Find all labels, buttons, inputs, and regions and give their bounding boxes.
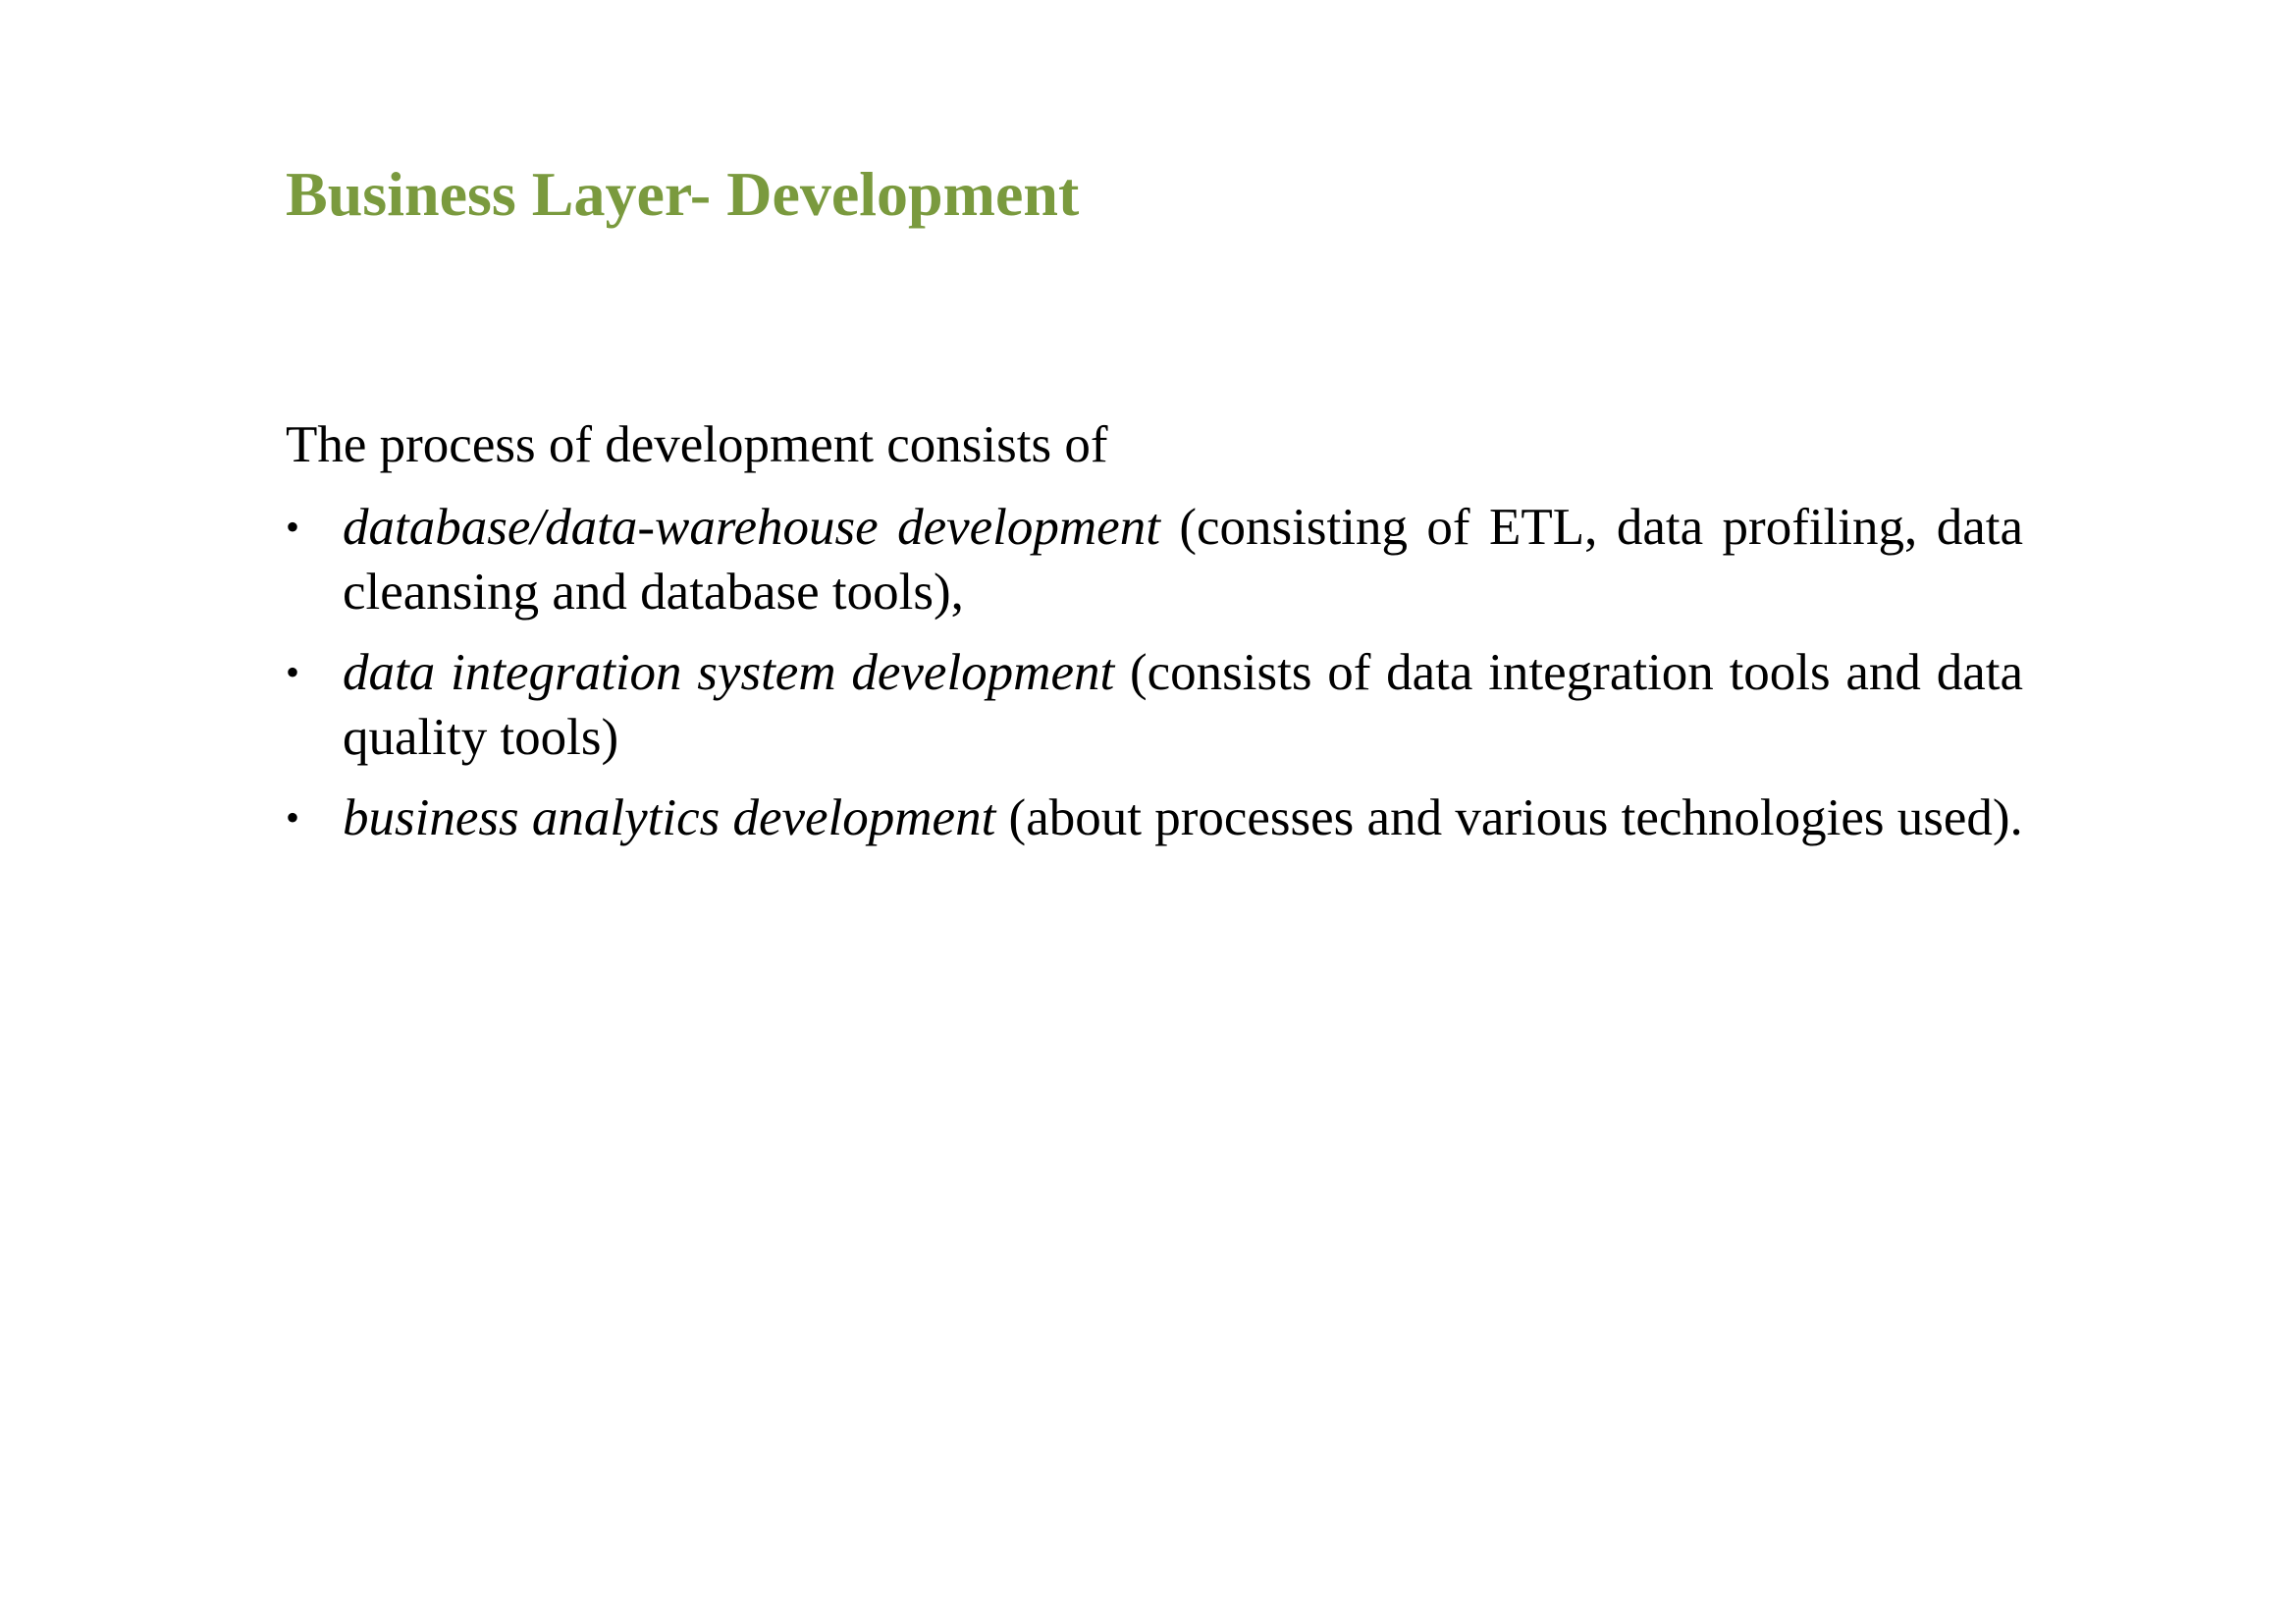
bullet-term: data integration system development xyxy=(343,644,1115,701)
bullet-detail: (about processes and various technologie… xyxy=(995,789,2023,846)
list-item: • business analytics development (about … xyxy=(286,785,2023,850)
bullet-detail: (consisting of ETL, data profiling, data… xyxy=(343,499,2023,621)
intro-text: The process of development consists of xyxy=(286,416,1108,473)
bullet-icon: • xyxy=(286,505,300,549)
list-item: • data integration system development (c… xyxy=(286,640,2023,770)
list-item: • database/data-warehouse development (c… xyxy=(286,495,2023,624)
bullet-term: business analytics development xyxy=(343,789,996,846)
bullet-icon: • xyxy=(286,650,300,694)
slide-title: Business Layer- Development xyxy=(286,159,1080,229)
bullet-detail: (consists of data integration tools and … xyxy=(343,644,2023,766)
bullet-list: • database/data-warehouse development (c… xyxy=(286,495,2023,850)
bullet-term: database/data-warehouse development xyxy=(343,499,1160,556)
bullet-icon: • xyxy=(286,795,300,839)
slide-body: The process of development consists of •… xyxy=(286,412,2023,866)
